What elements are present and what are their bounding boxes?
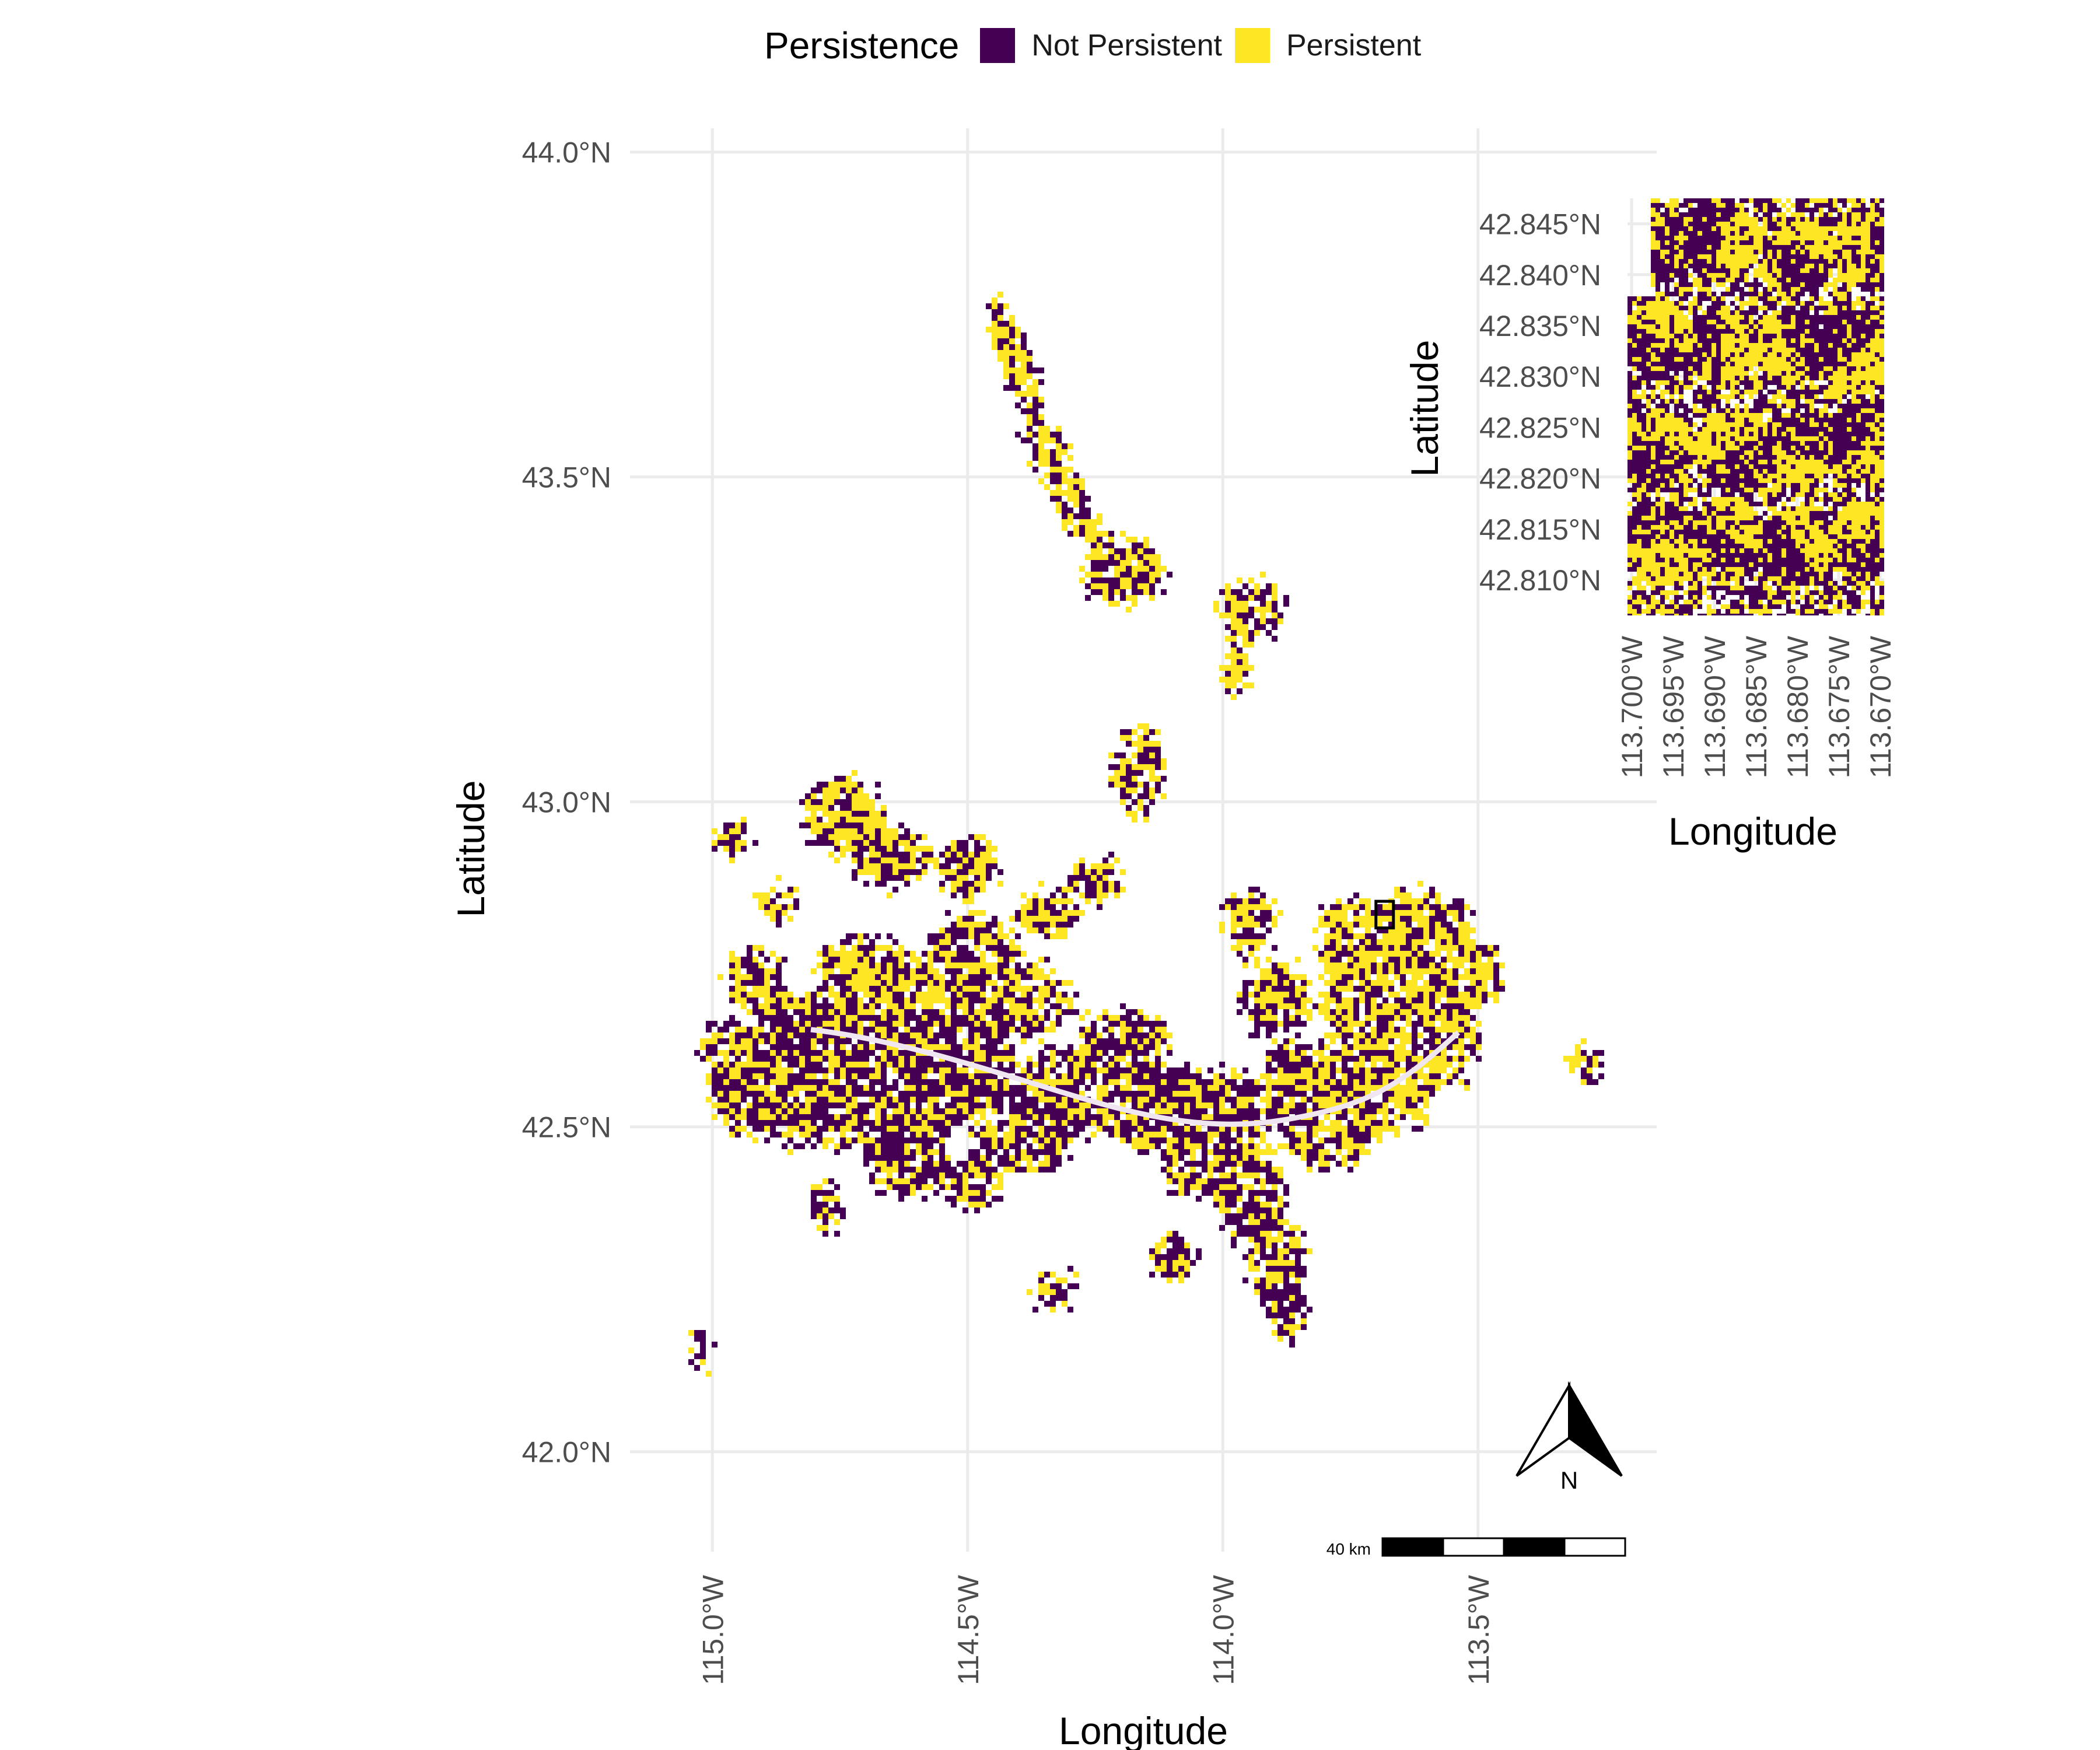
main-x-tick-label-1: 114.5°W [952, 1574, 985, 1685]
main-y-tick-label-2: 43.0°N [522, 786, 611, 819]
north-arrow: N [1516, 1381, 1623, 1494]
legend-item-not-persistent: Not Persistent [980, 28, 1222, 63]
inset-map-y-tick-labels: 42.845°N 42.840°N 42.835°N 42.830°N 42.825°N… [1479, 208, 1601, 597]
inset-y-tick-label-7: 42.810°N [1479, 564, 1601, 597]
inset-map-x-axis-title: Longitude [1668, 810, 1838, 853]
inset-y-tick-label-5: 42.820°N [1479, 463, 1601, 495]
scale-bar: 40 km [1326, 1537, 1626, 1558]
main-map-y-tick-labels: 44.0°N 43.5°N 43.0°N 42.5°N 42.0°N [522, 136, 611, 1469]
legend-title: Persistence [764, 24, 960, 66]
main-y-tick-label-3: 42.5°N [522, 1111, 611, 1144]
inset-y-tick-label-4: 42.825°N [1479, 411, 1601, 444]
legend-swatch-persistent [1234, 28, 1270, 63]
legend-item-persistent: Persistent [1234, 28, 1422, 63]
river-channel [810, 1027, 1461, 1127]
main-x-tick-label-2: 114.0°W [1207, 1574, 1240, 1685]
main-x-tick-label-3: 113.5°W [1462, 1574, 1495, 1685]
main-map-y-axis-title: Latitude [449, 780, 492, 918]
legend-swatch-not-persistent [980, 28, 1016, 63]
inset-x-tick-label-1: 113.695°W [1657, 635, 1690, 778]
inset-x-tick-label-3: 113.685°W [1740, 635, 1773, 778]
inset-raster-persistent [1628, 198, 1884, 615]
north-arrow-label: N [1560, 1466, 1578, 1494]
main-map-x-axis-title: Longitude [1059, 1709, 1228, 1750]
inset-y-tick-label-6: 42.815°N [1479, 513, 1601, 546]
inset-raster-not-persistent [1628, 198, 1884, 615]
inset-map: 113.700°W 113.695°W 113.690°W 113.685°W 113.… [1403, 198, 1897, 853]
main-raster-not-persistent [688, 303, 1604, 1371]
north-arrow-left-half [1516, 1381, 1570, 1477]
main-map-raster [688, 292, 1604, 1377]
inset-x-tick-label-6: 113.670°W [1864, 635, 1897, 778]
inset-x-tick-label-5: 113.675°W [1823, 635, 1856, 778]
inset-y-tick-label-3: 42.830°N [1479, 360, 1601, 393]
scale-bar-segment-1 [1381, 1537, 1444, 1557]
scale-bar-segment-4 [1563, 1537, 1626, 1557]
north-arrow-right-half [1568, 1381, 1623, 1477]
inset-y-tick-label-1: 42.840°N [1479, 259, 1601, 292]
legend-label-persistent: Persistent [1286, 29, 1422, 62]
main-x-tick-label-0: 115.0°W [696, 1574, 729, 1685]
scale-bar-label: 40 km [1326, 1540, 1371, 1558]
legend: Persistence Not Persistent Persistent [764, 16, 1434, 75]
main-y-tick-label-4: 42.0°N [522, 1436, 611, 1469]
inset-y-tick-label-0: 42.845°N [1479, 208, 1601, 241]
main-y-tick-label-0: 44.0°N [522, 136, 611, 169]
inset-location-box [1374, 900, 1395, 930]
main-y-tick-label-1: 43.5°N [522, 461, 611, 494]
inset-x-tick-label-0: 113.700°W [1616, 635, 1648, 778]
inset-map-raster [1628, 198, 1884, 615]
main-raster-persistent [688, 292, 1598, 1377]
main-map-x-tick-labels: 115.0°W 114.5°W 114.0°W 113.5°W [696, 1574, 1495, 1685]
inset-map-x-tick-labels: 113.700°W 113.695°W 113.690°W 113.685°W 113.… [1616, 635, 1897, 778]
scale-bar-segment-2 [1442, 1537, 1505, 1557]
inset-y-tick-label-2: 42.835°N [1479, 310, 1601, 342]
inset-x-tick-label-2: 113.690°W [1699, 635, 1731, 778]
legend-label-not-persistent: Not Persistent [1031, 29, 1222, 62]
inset-map-y-axis-title: Latitude [1403, 340, 1446, 477]
scale-bar-segment-3 [1503, 1537, 1566, 1557]
inset-x-tick-label-4: 113.680°W [1782, 635, 1814, 778]
